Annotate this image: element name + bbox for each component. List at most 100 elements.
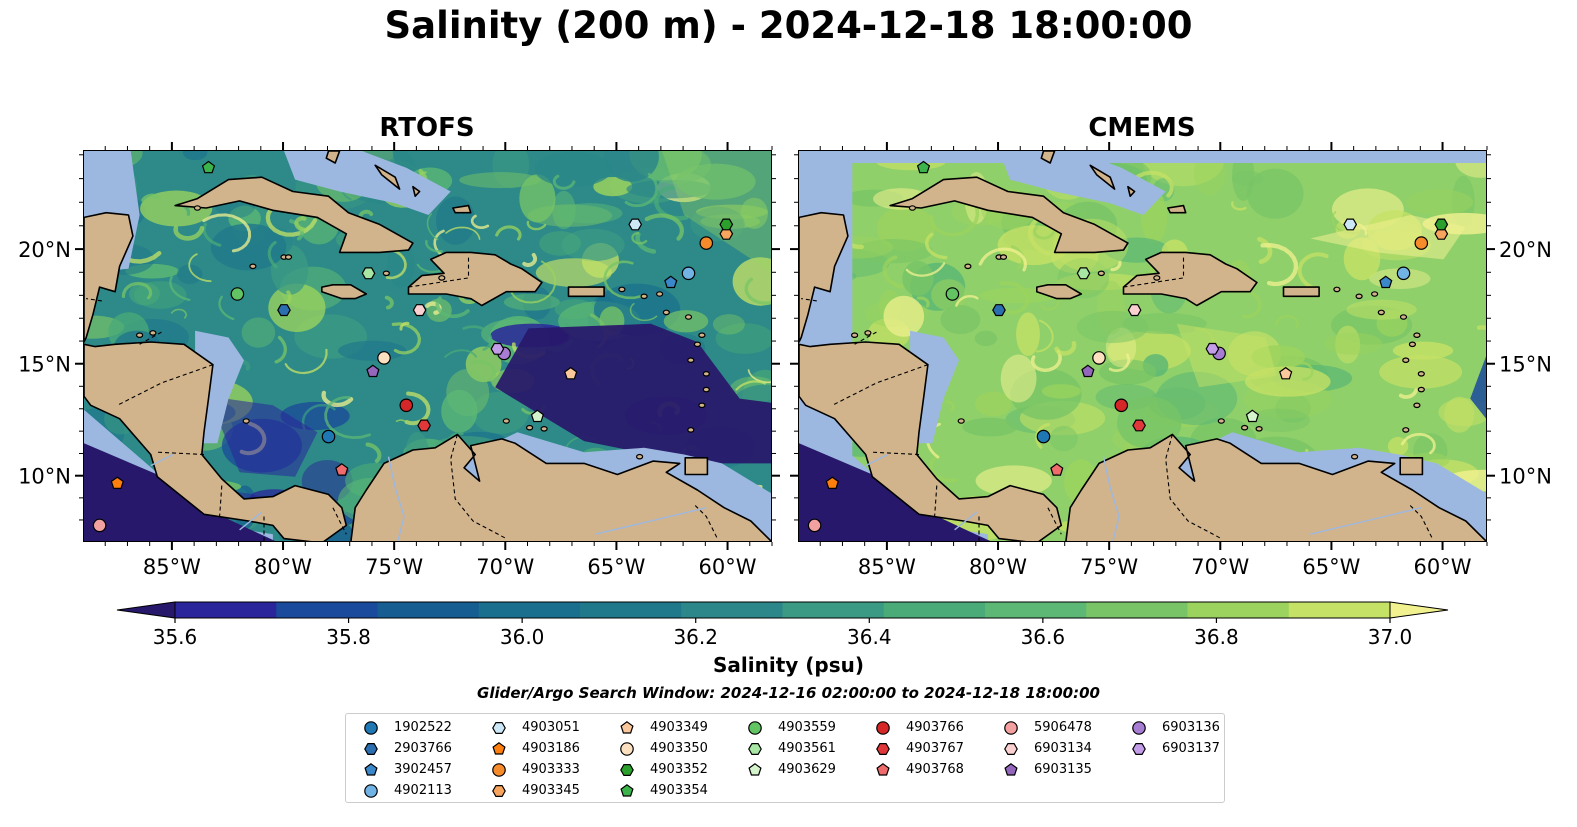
- cmems-float-4903350-marker: [1092, 351, 1106, 365]
- cmems-float-4903051-marker: [1343, 218, 1358, 231]
- search-window-text: Glider/Argo Search Window: 2024-12-16 02…: [477, 684, 1100, 702]
- legend-marker-4902113: [364, 784, 378, 798]
- cmems-lon-tick-label: 60°W: [1414, 555, 1472, 579]
- rtofs-lon-tick-label: 85°W: [143, 555, 201, 579]
- legend-marker-4903345: [492, 784, 506, 797]
- legend-label: 4903051: [522, 720, 580, 735]
- rtofs-float-2903766-marker: [277, 304, 291, 317]
- legend-marker-1902522: [364, 721, 378, 735]
- rtofs-float-4902113-marker: [681, 266, 696, 281]
- legend-marker-4903561: [748, 742, 762, 755]
- float-legend: 1902522 2903766 3902457 4902113 4903051 49031…: [345, 713, 1225, 803]
- cmems-land-south-america: [1065, 433, 1486, 541]
- rtofs-lat-tick-label: 15°N: [18, 353, 71, 377]
- cmems-float-6903134-marker: [1127, 304, 1142, 317]
- colorbar-segment: [580, 602, 682, 618]
- legend-marker-4903766: [876, 721, 890, 735]
- legend-label: 6903135: [1034, 762, 1092, 777]
- colorbar-segment: [1187, 602, 1290, 618]
- colorbar-extend-min: [116, 601, 176, 619]
- rtofs-lon-tick-label: 80°W: [254, 555, 312, 579]
- rtofs-float-4903561-marker: [361, 267, 376, 280]
- colorbar-tick-label: 36.6: [1021, 625, 1066, 649]
- rtofs-land-bahamas-2: [374, 164, 401, 190]
- legend-marker-4903767: [876, 742, 890, 755]
- cmems-float-4903559-marker: [945, 287, 960, 301]
- cmems-map-panel: [798, 150, 1487, 542]
- colorbar-segment: [883, 602, 986, 618]
- map-axes: 85°W 80°W 75°W 70°W 65°W 60°W20°N15°N10°N85°W…: [18, 142, 1552, 579]
- cmems-land-central-america: [799, 341, 1063, 541]
- legend-marker-4903768: [876, 763, 890, 776]
- legend-label: 4903349: [650, 720, 708, 735]
- rtofs-lon-tick-label: 70°W: [476, 555, 534, 579]
- colorbar-tick-label: 36.0: [500, 625, 545, 649]
- cmems-ticks: 85°W 80°W 75°W 70°W 65°W 60°W 20°N 15°N 10°N: [790, 142, 1552, 579]
- colorbar-segment: [478, 602, 581, 618]
- cmems-lon-tick-label: 70°W: [1191, 555, 1249, 579]
- cmems-float-4903561-marker: [1076, 267, 1091, 280]
- cmems-float-2903766-marker: [992, 304, 1006, 317]
- legend-marker-2903766: [364, 742, 378, 755]
- cmems-lat-tick-label: 10°N: [1499, 465, 1552, 489]
- cmems-land-bahamas-3: [1127, 185, 1136, 198]
- rtofs-float-5906478-marker: [92, 518, 107, 533]
- cmems-float-4903766-marker: [1114, 398, 1129, 413]
- rtofs-float-4903186-marker: [110, 476, 124, 489]
- colorbar-tick-label: 35.8: [326, 625, 371, 649]
- rtofs-float-3902457-marker: [664, 275, 678, 289]
- cmems-float-5906478-marker: [807, 518, 822, 533]
- cmems-lon-tick-label: 80°W: [969, 555, 1027, 579]
- rtofs-land-cuba: [174, 176, 414, 254]
- figure-title: Salinity (200 m) - 2024-12-18 18:00:00: [384, 4, 1193, 47]
- legend-marker-6903137: [1132, 742, 1146, 755]
- cmems-float-1902522-marker: [1036, 429, 1051, 444]
- panel-title-cmems: CMEMS: [1088, 113, 1196, 143]
- legend-marker-4903350: [620, 742, 634, 756]
- cmems-float-4903349-marker: [1279, 366, 1293, 380]
- legend-label: 4903561: [778, 741, 836, 756]
- legend-label: 4903345: [522, 783, 580, 798]
- legend-label: 4903333: [522, 762, 580, 777]
- rtofs-salinity-map: [84, 151, 771, 541]
- rtofs-float-4903352-marker: [719, 218, 734, 231]
- rtofs-lon-tick-label: 75°W: [365, 555, 423, 579]
- legend-marker-4903352: [620, 763, 634, 776]
- rtofs-land-puerto-rico: [567, 286, 605, 298]
- cmems-float-4902113-marker: [1396, 266, 1411, 281]
- rtofs-float-4903768-marker: [335, 463, 349, 476]
- cmems-lon-tick-label: 65°W: [1302, 555, 1360, 579]
- colorbar-segment: [1288, 602, 1391, 618]
- legend-label: 6903134: [1034, 741, 1092, 756]
- rtofs-lon-tick-label: 65°W: [587, 555, 645, 579]
- cmems-float-4903767-marker: [1132, 419, 1146, 432]
- rtofs-float-6903137-marker: [490, 342, 505, 355]
- rtofs-land-layer: [84, 151, 771, 541]
- rtofs-land-jamaica: [321, 284, 368, 300]
- legend-label: 4903767: [906, 741, 964, 756]
- rtofs-land-trinidad: [684, 456, 709, 476]
- legend-label: 1902522: [394, 720, 452, 735]
- cmems-float-3902457-marker: [1379, 275, 1393, 289]
- legend-marker-4903629: [748, 763, 762, 776]
- cmems-float-4903354-marker: [916, 160, 931, 174]
- legend-marker-3902457: [364, 763, 378, 776]
- legend-label: 4903350: [650, 741, 708, 756]
- colorbar-segment: [782, 602, 885, 618]
- rtofs-land-caicos: [452, 204, 472, 214]
- cmems-float-4903768-marker: [1050, 463, 1064, 476]
- colorbar-tick-label: 36.2: [673, 625, 718, 649]
- legend-label: 4903559: [778, 720, 836, 735]
- legend-marker-4903354: [620, 784, 634, 797]
- rtofs-land-bahamas-3: [412, 185, 421, 198]
- cmems-float-4903186-marker: [825, 476, 839, 489]
- rtofs-float-4903051-marker: [628, 218, 643, 231]
- rtofs-lat-tick-label: 20°N: [18, 238, 71, 262]
- legend-label: 3902457: [394, 762, 452, 777]
- cmems-lon-tick-label: 75°W: [1080, 555, 1138, 579]
- legend-marker-6903134: [1004, 742, 1018, 755]
- colorbar-segment: [985, 602, 1087, 618]
- rtofs-float-4903559-marker: [230, 287, 245, 301]
- legend-label: 4903629: [778, 762, 836, 777]
- legend-marker-4903051: [492, 721, 506, 734]
